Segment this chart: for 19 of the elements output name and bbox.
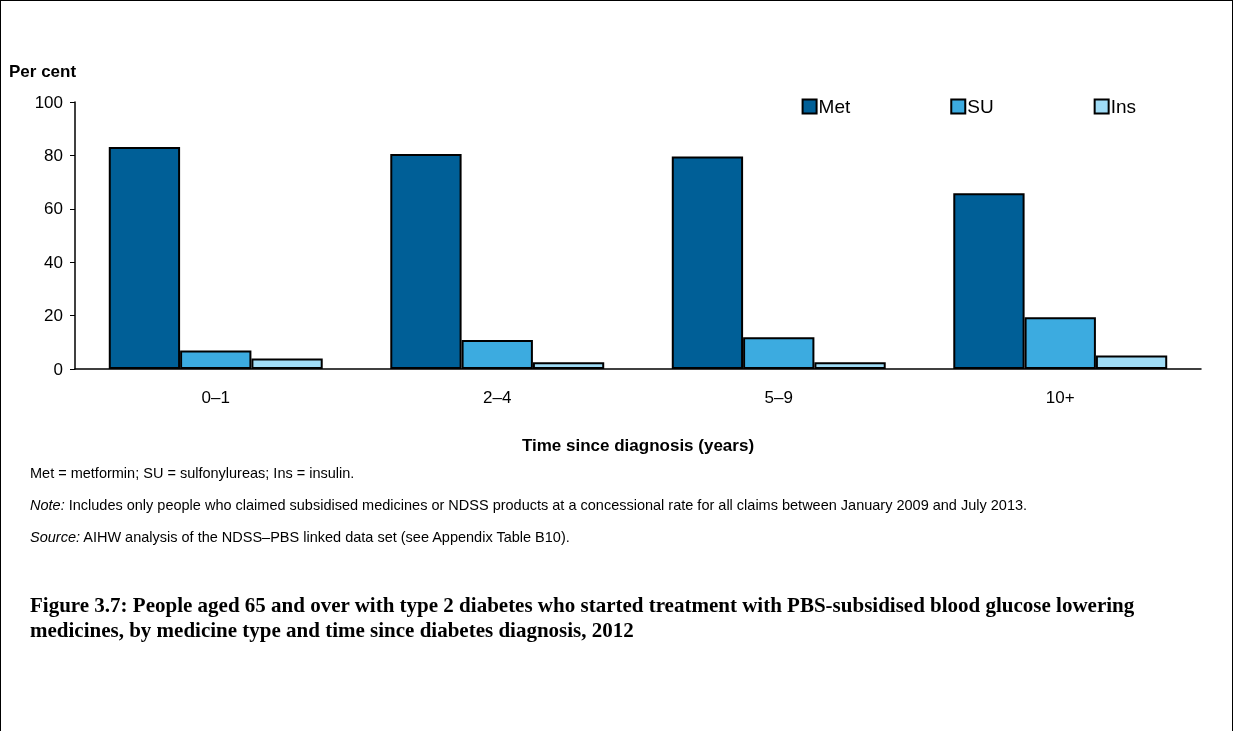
y-tick-label: 60 [44, 199, 63, 219]
text: Note: Includes only people who claimed subsidised medicines or NDSS products at a concessional rate for all claims between January 2009 and July 2013. [30, 496, 1029, 515]
legend-label: Ins [1110, 96, 1137, 117]
y-tick-label: 100 [34, 92, 63, 112]
x-tick-label: 5–9 [764, 388, 793, 407]
source-note: Source: AIHW analysis of the NDSS–PBS linked data set (see Appendix Table B10). [30, 528, 571, 547]
text: Met = metformin; SU = sulfonylureas; Ins = insulin. [30, 464, 356, 483]
x-tick-label: 10+ [1045, 388, 1075, 407]
legend-label: Met [818, 96, 851, 117]
y-axis-title: Per cent [9, 62, 77, 81]
x-tick-label: 2–4 [483, 388, 512, 407]
y-tick-label: 0 [53, 359, 63, 379]
x-axis-title: Time since diagnosis (years) [521, 436, 755, 455]
y-tick-label: 20 [44, 306, 63, 326]
y-tick-label: 40 [44, 252, 63, 272]
x-tick-label: 0–1 [201, 388, 230, 407]
legend-label: SU [967, 96, 994, 117]
text: Figure 3.7: People aged 65 and over with type 2 diabetes who started treatment with PBS-subsidised blood glucose lowering medicines, by medicine type and time since diabetes diagnosis, 2012 [30, 593, 1136, 643]
y-tick-label: 80 [44, 145, 63, 165]
